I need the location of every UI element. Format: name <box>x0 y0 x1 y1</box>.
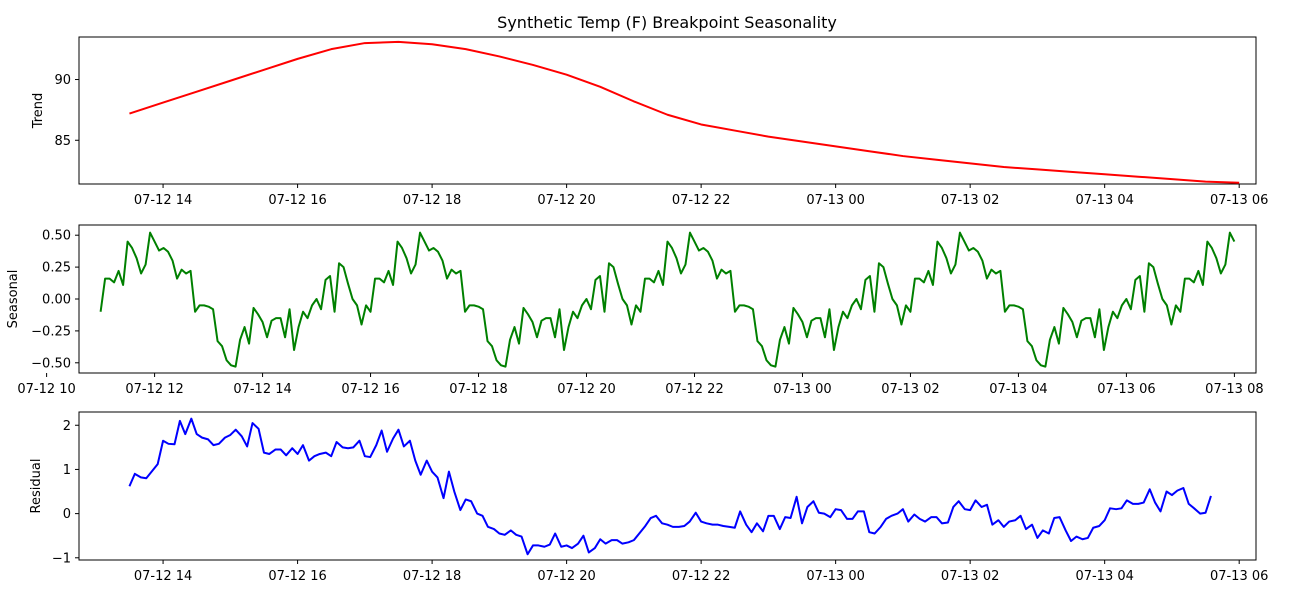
trend-xtick-label: 07-12 18 <box>403 193 461 208</box>
residual-panel: 07-12 14 07-12 16 07-12 18 07-12 20 07-12 22… <box>29 411 1269 584</box>
residual-xtick-label: 07-13 06 <box>1210 569 1268 584</box>
seasonal-xtick-label: 07-12 12 <box>125 382 183 397</box>
residual-xtick-label: 07-12 16 <box>268 569 326 584</box>
seasonal-xtick-label: 07-13 00 <box>773 382 831 397</box>
residual-xtick-label: 07-13 00 <box>806 569 864 584</box>
residual-ylabel: Residual <box>29 459 44 514</box>
seasonal-ticks: 07-12 10 07-12 12 07-12 14 07-12 16 07-12 18… <box>17 229 1263 397</box>
trend-xtick-label: 07-12 16 <box>268 193 326 208</box>
seasonal-ytick-label: −0.50 <box>31 356 71 371</box>
seasonal-ytick-label: 0.25 <box>42 261 71 276</box>
trend-ticks: 07-12 14 07-12 16 07-12 18 07-12 20 07-12 22… <box>54 73 1268 208</box>
seasonal-xtick-label: 07-13 06 <box>1097 382 1155 397</box>
seasonal-ytick-label: −0.25 <box>31 324 71 339</box>
residual-axes-frame <box>78 411 1257 561</box>
seasonal-xtick-label: 07-12 18 <box>449 382 507 397</box>
residual-xtick-label: 07-12 14 <box>134 569 192 584</box>
trend-ytick-label: 85 <box>54 134 71 149</box>
seasonal-xtick-label: 07-12 14 <box>233 382 291 397</box>
residual-xtick-label: 07-12 20 <box>537 569 595 584</box>
trend-xtick-label: 07-13 00 <box>806 193 864 208</box>
trend-ytick-label: 90 <box>54 73 71 88</box>
seasonal-ylabel: Seasonal <box>6 270 21 329</box>
seasonal-ytick-label: 0.50 <box>42 229 71 244</box>
residual-series-line <box>128 417 1212 556</box>
residual-xtick-label: 07-12 22 <box>672 569 730 584</box>
chart-title: Synthetic Temp (F) Breakpoint Seasonalit… <box>497 13 837 32</box>
seasonal-xtick-label: 07-13 02 <box>881 382 939 397</box>
seasonal-panel: 07-12 10 07-12 12 07-12 14 07-12 16 07-12 18… <box>6 224 1264 397</box>
residual-ytick-label: −1 <box>52 551 71 566</box>
trend-xtick-label: 07-12 20 <box>537 193 595 208</box>
seasonal-ytick-label: 0.00 <box>42 293 71 308</box>
trend-xtick-label: 07-13 06 <box>1210 193 1268 208</box>
trend-xtick-label: 07-13 02 <box>941 193 999 208</box>
seasonal-xtick-label: 07-12 20 <box>557 382 615 397</box>
trend-xtick-label: 07-12 14 <box>134 193 192 208</box>
trend-ylabel: Trend <box>31 93 46 130</box>
trend-xtick-label: 07-13 04 <box>1075 193 1133 208</box>
residual-ticks: 07-12 14 07-12 16 07-12 18 07-12 20 07-12 22… <box>52 419 1269 584</box>
residual-xtick-label: 07-13 04 <box>1075 569 1133 584</box>
trend-axes-frame <box>78 36 1257 185</box>
residual-xtick-label: 07-12 18 <box>403 569 461 584</box>
seasonal-xtick-label: 07-12 22 <box>665 382 723 397</box>
trend-series-line <box>129 40 1240 184</box>
seasonal-xtick-label: 07-13 08 <box>1205 382 1263 397</box>
seasonal-xtick-label: 07-13 04 <box>989 382 1047 397</box>
trend-panel: 07-12 14 07-12 16 07-12 18 07-12 20 07-12 22… <box>31 36 1268 208</box>
seasonal-xtick-label: 07-12 16 <box>341 382 399 397</box>
residual-ytick-label: 2 <box>63 419 71 434</box>
residual-ytick-label: 0 <box>63 507 71 522</box>
trend-xtick-label: 07-12 22 <box>672 193 730 208</box>
residual-ytick-label: 1 <box>63 463 71 478</box>
seasonal-series-line <box>99 231 1236 368</box>
residual-xtick-label: 07-13 02 <box>941 569 999 584</box>
seasonal-xtick-label: 07-12 10 <box>17 382 75 397</box>
